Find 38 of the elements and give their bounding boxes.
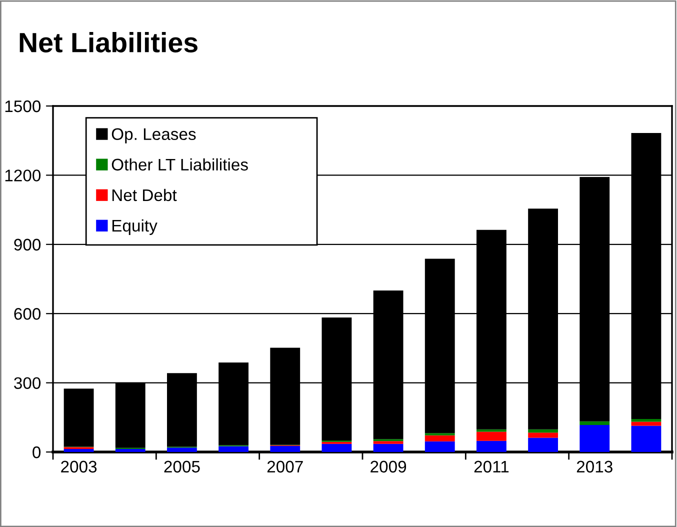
legend-label: Op. Leases: [112, 128, 196, 144]
bar: [631, 422, 662, 426]
y-tick-label: 1500: [5, 100, 41, 112]
y-tick-label: 600: [14, 308, 41, 320]
bar: [476, 432, 506, 441]
legend-label: Net Debt: [112, 188, 177, 202]
bar: [270, 446, 300, 452]
bar: [580, 425, 610, 452]
bar: [528, 429, 558, 433]
x-tick-label: 2007: [267, 460, 303, 473]
chart-title: Net Liabilities: [20, 32, 198, 52]
bar: [631, 426, 662, 452]
x-tick-label: 2009: [370, 460, 406, 473]
bar: [424, 441, 455, 452]
y-tick-label: 900: [14, 238, 41, 251]
x-tick-label: 2013: [576, 460, 612, 473]
bar: [424, 435, 455, 442]
bar: [167, 448, 197, 452]
y-tick-label: 300: [14, 377, 41, 390]
bar: [322, 444, 352, 452]
bar: [373, 444, 404, 452]
x-tick-label: 2011: [474, 460, 509, 473]
bar: [528, 438, 558, 452]
legend-label: Equity: [112, 219, 158, 235]
bar: [115, 449, 146, 452]
x-tick-label: 2005: [164, 460, 200, 473]
bar: [631, 419, 662, 422]
bar: [64, 388, 94, 447]
bar: [218, 446, 248, 452]
legend-label: Other LT Liabilities: [112, 158, 248, 171]
bar: [580, 421, 610, 426]
bar: [528, 432, 558, 438]
bar: [373, 441, 404, 444]
bar: [64, 449, 94, 452]
bar: [476, 440, 506, 452]
y-tick-label: 1200: [5, 170, 41, 182]
y-tick-label: 0: [32, 446, 41, 458]
x-tick-label: 2003: [61, 460, 97, 473]
